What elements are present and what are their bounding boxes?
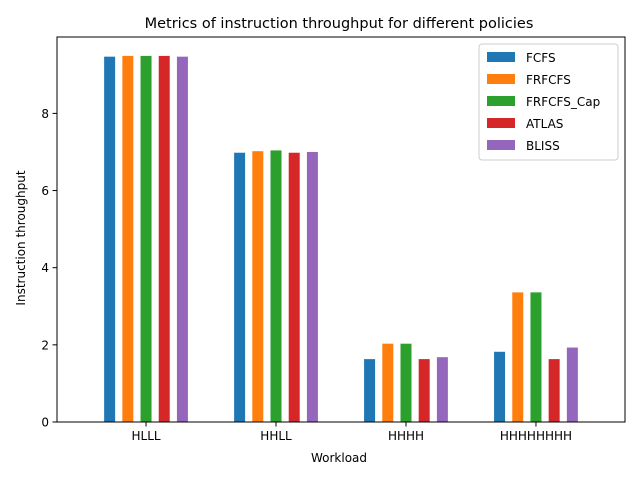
y-axis-label: Instruction throughput	[14, 170, 28, 305]
bar-fcfs-hhhh	[364, 359, 376, 422]
bar-fcfs-hhhhhhhh	[494, 351, 506, 422]
y-tick-label: 2	[41, 338, 49, 352]
y-tick-label: 6	[41, 184, 49, 198]
bar-atlas-hhhh	[418, 359, 430, 422]
x-axis-label: Workload	[311, 451, 367, 465]
bar-fcfs-hlll	[104, 56, 116, 422]
bar-fcfs-hhll	[234, 152, 246, 423]
bar-frfcfs-cap-hhhhhhhh	[530, 292, 542, 422]
y-tick-label: 8	[41, 107, 49, 121]
bar-frfcfs-hhhhhhhh	[512, 292, 524, 422]
legend-label: FCFS	[526, 51, 556, 65]
legend-swatch	[487, 74, 515, 84]
bar-atlas-hlll	[158, 55, 170, 423]
bar-bliss-hhhhhhhh	[566, 347, 578, 422]
bar-frfcfs-hlll	[122, 55, 134, 423]
bar-atlas-hhll	[288, 152, 300, 423]
chart-title: Metrics of instruction throughput for di…	[145, 16, 534, 32]
x-tick-label: HLLL	[131, 429, 160, 443]
legend-swatch	[487, 52, 515, 62]
bars-layer	[104, 55, 578, 423]
bar-bliss-hhhh	[436, 357, 448, 422]
x-tick-label: HHLL	[260, 429, 292, 443]
bar-frfcfs-hhll	[252, 151, 264, 423]
legend-label: ATLAS	[526, 117, 563, 131]
bar-atlas-hhhhhhhh	[548, 359, 560, 422]
legend-box	[478, 43, 619, 161]
bar-frfcfs-cap-hlll	[140, 55, 152, 423]
x-tick-label: HHHH	[388, 429, 424, 443]
legend-label: FRFCFS	[526, 73, 571, 87]
legend-swatch	[487, 118, 515, 128]
legend-label: BLISS	[526, 139, 560, 153]
y-tick-label: 0	[41, 416, 49, 430]
legend-swatch	[487, 96, 515, 106]
legend: FCFS FRFCFS FRFCFS_Cap ATLAS BLISS	[478, 43, 619, 161]
bar-frfcfs-hhhh	[382, 343, 394, 422]
plot-frame	[56, 36, 626, 423]
legend-swatch	[487, 140, 515, 150]
x-tick-label: HHHHHHHH	[500, 429, 572, 443]
y-tick-label: 4	[41, 261, 49, 275]
bar-frfcfs-cap-hhhh	[400, 343, 412, 422]
bar-bliss-hhll	[306, 151, 318, 423]
legend-label: FRFCFS_Cap	[526, 95, 600, 109]
bar-bliss-hlll	[176, 56, 188, 422]
bar-frfcfs-cap-hhll	[270, 150, 282, 422]
